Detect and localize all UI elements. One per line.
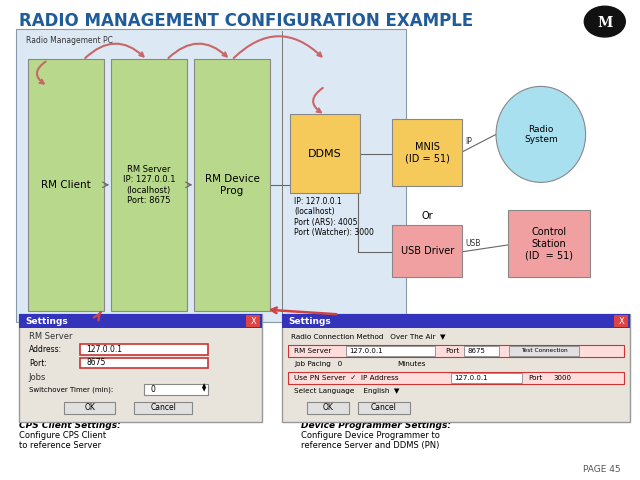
Text: Jobs: Jobs bbox=[29, 373, 46, 382]
Text: Control
Station
(ID  = 51): Control Station (ID = 51) bbox=[525, 227, 573, 260]
Text: PAGE 45: PAGE 45 bbox=[583, 465, 621, 474]
FancyArrowPatch shape bbox=[37, 61, 45, 84]
FancyBboxPatch shape bbox=[290, 114, 360, 193]
Text: 8675: 8675 bbox=[467, 348, 485, 354]
Text: X: X bbox=[619, 317, 624, 325]
Text: RM Server: RM Server bbox=[29, 332, 72, 341]
Circle shape bbox=[584, 6, 625, 37]
FancyBboxPatch shape bbox=[19, 314, 262, 328]
Text: DDMS: DDMS bbox=[308, 149, 342, 158]
Text: Cancel: Cancel bbox=[371, 404, 397, 412]
Text: OK: OK bbox=[84, 404, 95, 412]
Text: Switchover Timer (min):: Switchover Timer (min): bbox=[29, 386, 113, 393]
FancyBboxPatch shape bbox=[288, 345, 624, 357]
FancyBboxPatch shape bbox=[64, 402, 115, 414]
FancyArrowPatch shape bbox=[234, 36, 321, 58]
FancyBboxPatch shape bbox=[392, 119, 462, 186]
Text: OK: OK bbox=[323, 404, 333, 412]
Text: CPS Client Settings:: CPS Client Settings: bbox=[19, 421, 121, 430]
Text: Radio Management PC: Radio Management PC bbox=[26, 36, 113, 45]
FancyBboxPatch shape bbox=[358, 402, 410, 414]
Text: 127.0.0.1: 127.0.0.1 bbox=[349, 348, 383, 354]
FancyBboxPatch shape bbox=[464, 346, 499, 356]
Text: Use PN Server  ✓  IP Address: Use PN Server ✓ IP Address bbox=[294, 375, 399, 381]
Ellipse shape bbox=[496, 86, 586, 182]
Text: Address:: Address: bbox=[29, 346, 62, 354]
FancyBboxPatch shape bbox=[28, 59, 104, 311]
Text: Select Language    English  ▼: Select Language English ▼ bbox=[294, 388, 400, 394]
Text: RADIO MANAGEMENT CONFIGURATION EXAMPLE: RADIO MANAGEMENT CONFIGURATION EXAMPLE bbox=[19, 12, 474, 30]
FancyBboxPatch shape bbox=[346, 346, 435, 356]
FancyBboxPatch shape bbox=[392, 225, 462, 277]
FancyBboxPatch shape bbox=[80, 358, 208, 368]
Text: RM Client: RM Client bbox=[41, 180, 90, 190]
FancyBboxPatch shape bbox=[307, 402, 349, 414]
Text: Port: Port bbox=[528, 375, 542, 381]
Text: Port: Port bbox=[445, 348, 459, 354]
Text: Minutes: Minutes bbox=[397, 361, 426, 367]
Text: Or: Or bbox=[422, 211, 433, 221]
Text: RM Device
Prog: RM Device Prog bbox=[205, 174, 259, 196]
Text: Settings: Settings bbox=[26, 317, 68, 325]
FancyBboxPatch shape bbox=[19, 314, 262, 422]
Text: X: X bbox=[251, 317, 256, 325]
Text: 127.0.0.1: 127.0.0.1 bbox=[86, 345, 122, 354]
Text: IP: 127.0.0.1
(localhost)
Port (ARS): 4005
Port (Watcher): 3000: IP: 127.0.0.1 (localhost) Port (ARS): 40… bbox=[294, 197, 374, 237]
Text: RM Server
IP: 127.0.0.1
(localhost)
Port: 8675: RM Server IP: 127.0.0.1 (localhost) Port… bbox=[122, 165, 175, 205]
Text: 8675: 8675 bbox=[86, 359, 106, 367]
FancyBboxPatch shape bbox=[16, 29, 406, 322]
FancyBboxPatch shape bbox=[282, 314, 630, 422]
FancyArrowPatch shape bbox=[168, 44, 227, 58]
Text: Configure Device Programmer to
reference Server and DDMS (PN): Configure Device Programmer to reference… bbox=[301, 431, 440, 450]
Text: 3000: 3000 bbox=[554, 375, 572, 381]
Text: Radio
System: Radio System bbox=[524, 125, 557, 144]
FancyBboxPatch shape bbox=[144, 384, 208, 395]
Text: MNIS
(ID = 51): MNIS (ID = 51) bbox=[404, 142, 450, 163]
Text: 0: 0 bbox=[150, 385, 156, 394]
FancyBboxPatch shape bbox=[508, 210, 590, 277]
FancyBboxPatch shape bbox=[134, 402, 192, 414]
FancyBboxPatch shape bbox=[451, 373, 522, 383]
Text: Settings: Settings bbox=[288, 317, 331, 325]
Text: Device Programmer Settings:: Device Programmer Settings: bbox=[301, 421, 451, 430]
FancyBboxPatch shape bbox=[111, 59, 187, 311]
Text: IP: IP bbox=[465, 137, 472, 146]
Text: ▲
▼: ▲ ▼ bbox=[202, 383, 206, 393]
FancyBboxPatch shape bbox=[80, 344, 208, 355]
Text: 127.0.0.1: 127.0.0.1 bbox=[454, 375, 488, 381]
Text: Test Connection: Test Connection bbox=[521, 348, 567, 353]
Text: USB Driver: USB Driver bbox=[401, 246, 454, 256]
Text: Port:: Port: bbox=[29, 359, 47, 368]
FancyArrowPatch shape bbox=[85, 44, 143, 58]
Text: Job Pacing   0: Job Pacing 0 bbox=[294, 361, 342, 367]
FancyBboxPatch shape bbox=[509, 346, 579, 356]
FancyBboxPatch shape bbox=[614, 315, 628, 327]
Text: Radio Connection Method   Over The Air  ▼: Radio Connection Method Over The Air ▼ bbox=[291, 334, 446, 339]
FancyBboxPatch shape bbox=[288, 372, 624, 384]
Text: USB: USB bbox=[465, 239, 481, 248]
Text: M: M bbox=[597, 16, 612, 30]
Text: Configure CPS Client
to reference Server: Configure CPS Client to reference Server bbox=[19, 431, 106, 450]
FancyBboxPatch shape bbox=[246, 315, 260, 327]
Text: Cancel: Cancel bbox=[150, 404, 176, 412]
FancyBboxPatch shape bbox=[282, 314, 630, 328]
Text: RM Server: RM Server bbox=[294, 348, 332, 354]
FancyArrowPatch shape bbox=[313, 88, 323, 112]
FancyBboxPatch shape bbox=[194, 59, 270, 311]
